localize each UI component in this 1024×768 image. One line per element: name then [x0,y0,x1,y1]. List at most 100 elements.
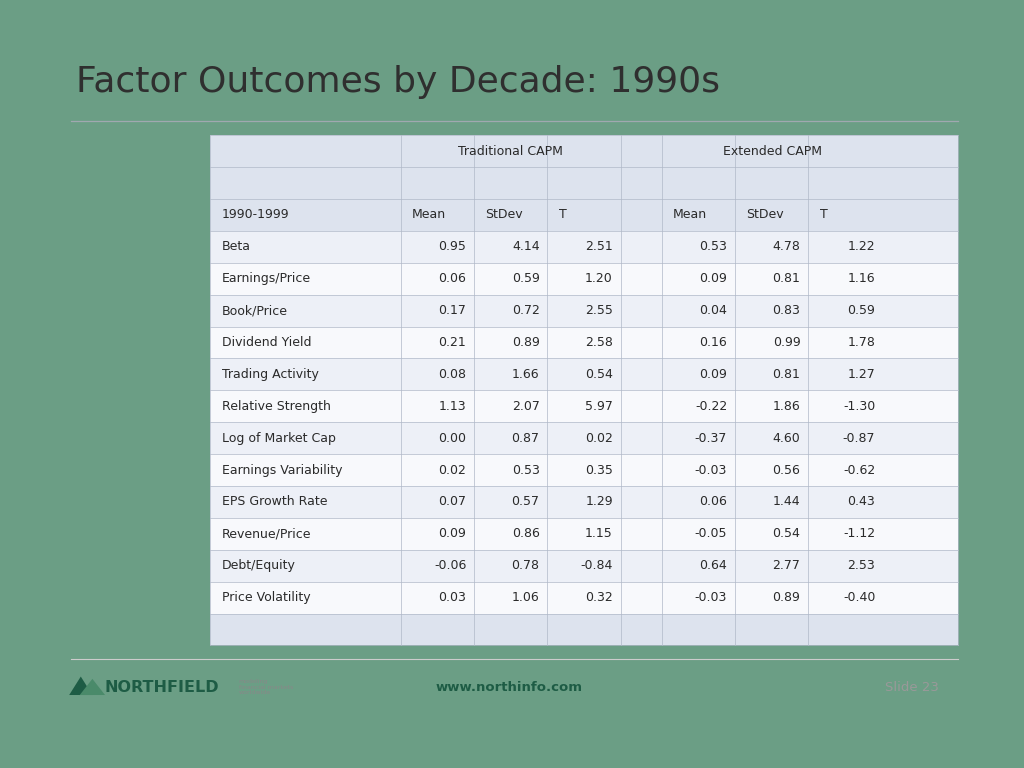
Text: 0.56: 0.56 [773,464,801,476]
Bar [210,167,957,199]
Text: 1.66: 1.66 [512,368,540,381]
Text: Book/Price: Book/Price [221,304,288,317]
Bar [210,199,957,231]
Text: financial markets: financial markets [239,685,293,690]
Text: EPS Growth Rate: EPS Growth Rate [221,495,327,508]
Text: 0.08: 0.08 [438,368,466,381]
Bar [210,390,957,422]
Text: Traditional CAPM: Traditional CAPM [458,144,563,157]
Text: 0.59: 0.59 [512,272,540,285]
Text: 0.81: 0.81 [773,368,801,381]
Text: 0.00: 0.00 [438,432,466,445]
Text: Revenue/Price: Revenue/Price [221,528,311,540]
Text: 0.95: 0.95 [438,240,466,253]
Text: StDev: StDev [485,208,523,221]
Text: 0.59: 0.59 [848,304,876,317]
Text: 1.27: 1.27 [848,368,876,381]
Text: 0.02: 0.02 [438,464,466,476]
Text: 0.83: 0.83 [773,304,801,317]
Bar [210,614,957,645]
Bar [210,135,957,167]
Text: Earnings Variability: Earnings Variability [221,464,342,476]
Text: Dividend Yield: Dividend Yield [221,336,311,349]
Bar [210,454,957,486]
Text: 0.21: 0.21 [438,336,466,349]
Text: 1.78: 1.78 [848,336,876,349]
Text: 0.81: 0.81 [773,272,801,285]
Text: -0.87: -0.87 [843,432,876,445]
Text: -0.37: -0.37 [695,432,727,445]
Text: 0.06: 0.06 [438,272,466,285]
Text: -0.06: -0.06 [434,559,466,572]
Text: Mean: Mean [673,208,708,221]
Text: Mean: Mean [413,208,446,221]
Text: -0.22: -0.22 [695,399,727,412]
Text: 0.09: 0.09 [438,528,466,540]
Text: Extended CAPM: Extended CAPM [723,144,822,157]
Text: 1.15: 1.15 [585,528,612,540]
Text: Earnings/Price: Earnings/Price [221,272,310,285]
Text: -0.03: -0.03 [695,591,727,604]
Text: 2.55: 2.55 [585,304,612,317]
Text: 1.44: 1.44 [773,495,801,508]
Text: 2.77: 2.77 [773,559,801,572]
Bar [210,550,957,581]
Text: 0.17: 0.17 [438,304,466,317]
Text: Slide 23: Slide 23 [885,680,939,694]
Text: 0.72: 0.72 [512,304,540,317]
Text: 2.07: 2.07 [512,399,540,412]
Text: Price Volatility: Price Volatility [221,591,310,604]
Text: 0.16: 0.16 [699,336,727,349]
Text: 0.54: 0.54 [773,528,801,540]
Bar [210,581,957,614]
Polygon shape [80,679,105,695]
Text: www.northinfo.com: www.northinfo.com [435,680,583,694]
Text: 0.06: 0.06 [699,495,727,508]
Text: Trading Activity: Trading Activity [221,368,318,381]
Text: 1.20: 1.20 [585,272,612,285]
Text: 1.86: 1.86 [773,399,801,412]
Bar [210,518,957,550]
Text: 4.78: 4.78 [773,240,801,253]
Text: 1990-1999: 1990-1999 [221,208,289,221]
Text: 0.32: 0.32 [585,591,612,604]
Text: 0.57: 0.57 [512,495,540,508]
Text: 1.06: 1.06 [512,591,540,604]
Text: 2.51: 2.51 [585,240,612,253]
Text: 2.58: 2.58 [585,336,612,349]
Bar [210,295,957,326]
Text: Debt/Equity: Debt/Equity [221,559,296,572]
Text: 0.86: 0.86 [512,528,540,540]
Text: 1.16: 1.16 [848,272,876,285]
Text: 1.13: 1.13 [438,399,466,412]
Text: 2.53: 2.53 [848,559,876,572]
Bar [210,422,957,454]
Text: 4.14: 4.14 [512,240,540,253]
Text: 0.54: 0.54 [585,368,612,381]
Text: -1.30: -1.30 [843,399,876,412]
Text: 1.29: 1.29 [586,495,612,508]
Text: 0.04: 0.04 [699,304,727,317]
Text: StDev: StDev [746,208,784,221]
Text: 0.64: 0.64 [699,559,727,572]
Text: Relative Strength: Relative Strength [221,399,331,412]
Text: NORTHFIELD: NORTHFIELD [104,680,219,695]
Text: 0.09: 0.09 [699,368,727,381]
Text: T: T [819,208,827,221]
Text: -1.12: -1.12 [843,528,876,540]
Text: 0.35: 0.35 [585,464,612,476]
Text: 0.03: 0.03 [438,591,466,604]
Bar [210,359,957,390]
Text: -0.40: -0.40 [843,591,876,604]
Text: worldwide: worldwide [239,690,271,695]
Text: -0.05: -0.05 [694,528,727,540]
Text: Log of Market Cap: Log of Market Cap [221,432,336,445]
Text: -0.03: -0.03 [695,464,727,476]
Bar [210,263,957,295]
Bar [210,486,957,518]
Text: 0.99: 0.99 [773,336,801,349]
Text: 0.89: 0.89 [773,591,801,604]
Text: Beta: Beta [221,240,251,253]
Text: 0.07: 0.07 [438,495,466,508]
Text: 0.87: 0.87 [512,432,540,445]
